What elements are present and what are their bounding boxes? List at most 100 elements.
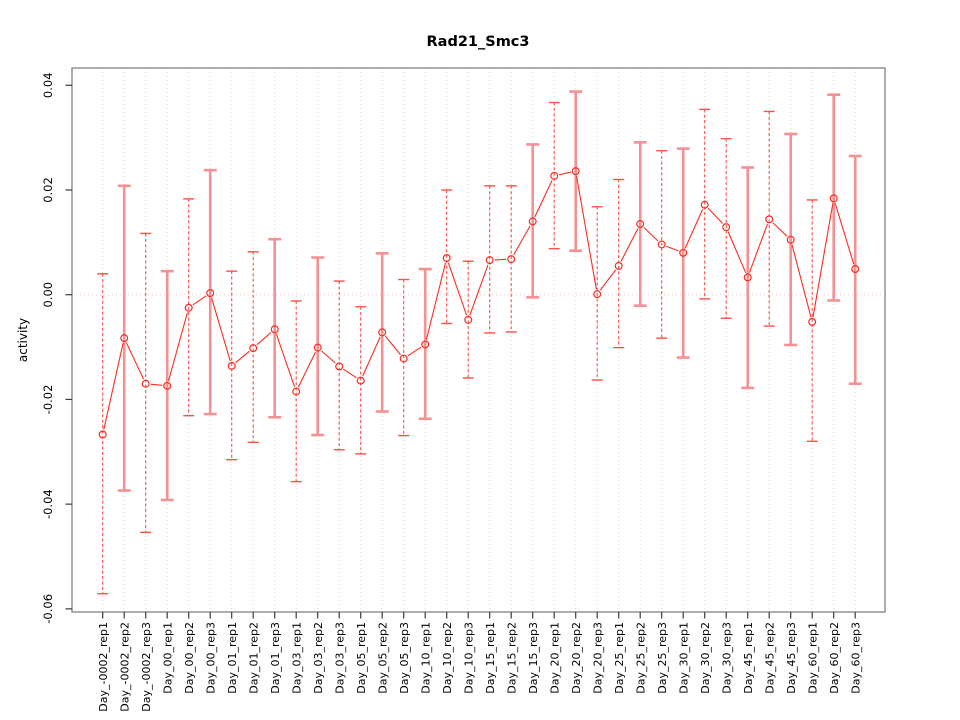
- data-point: [206, 289, 215, 298]
- x-tick-label: Day_01_rep2: [247, 622, 260, 694]
- data-point: [421, 340, 430, 349]
- data-point: [227, 361, 236, 370]
- x-tick-label: Day_30_rep2: [699, 622, 712, 694]
- x-tick-label: Day_25_rep2: [634, 622, 647, 694]
- series-segment: [275, 333, 296, 388]
- series-segment: [513, 225, 531, 256]
- series-segment: [599, 269, 617, 291]
- series-segment: [469, 264, 489, 316]
- series-segment: [167, 312, 188, 382]
- data-point: [120, 334, 129, 343]
- series-segment: [707, 207, 724, 224]
- x-tick-label: Day_20_rep2: [570, 622, 583, 694]
- series-segment: [103, 342, 124, 430]
- data-point: [378, 328, 387, 337]
- data-point: [163, 381, 172, 390]
- data-point: [550, 171, 559, 180]
- series-segment: [534, 180, 553, 218]
- data-point: [571, 167, 580, 176]
- data-point: [743, 273, 752, 282]
- y-tick-label: -0.02: [41, 385, 55, 415]
- y-axis-label: activity: [16, 318, 30, 362]
- x-tick-label: Day_30_rep3: [720, 622, 733, 694]
- series-segment: [666, 245, 679, 252]
- x-tick-label: Day_15_rep3: [527, 622, 540, 694]
- data-point: [335, 362, 344, 371]
- data-point: [399, 354, 408, 363]
- x-tick-label: Day_15_rep1: [484, 622, 497, 694]
- x-tick-label: Day_60_rep1: [806, 622, 819, 694]
- series-segment: [407, 346, 422, 357]
- x-tick-label: Day_01_rep3: [269, 622, 282, 694]
- series-segment: [834, 202, 855, 265]
- y-tick-label: -0.06: [41, 594, 55, 624]
- x-tick-label: Day_10_rep1: [419, 622, 432, 694]
- x-tick-label: Day_01_rep1: [226, 622, 239, 694]
- series-segment: [362, 336, 381, 377]
- series-segment: [211, 297, 231, 362]
- data-point: [356, 376, 365, 385]
- x-tick-label: Day_25_rep3: [656, 622, 669, 694]
- data-point: [700, 200, 709, 209]
- series-segment: [447, 262, 468, 316]
- series-segment: [494, 258, 507, 261]
- x-tick-label: Day_10_rep2: [441, 622, 454, 694]
- x-tick-label: Day_03_rep3: [333, 622, 346, 694]
- x-tick-label: Day_00_rep2: [183, 622, 196, 694]
- series-segment: [772, 222, 788, 237]
- series-segment: [321, 350, 336, 364]
- x-tick-label: Day_20_rep1: [548, 622, 561, 694]
- series-segment: [425, 262, 447, 340]
- x-tick-label: Day_45_rep3: [785, 622, 798, 694]
- series-segment: [576, 175, 597, 290]
- series-segment: [384, 335, 401, 356]
- x-tick-label: Day_00_rep3: [204, 622, 217, 694]
- x-tick-label: Day_03_rep2: [312, 622, 325, 694]
- data-point: [636, 220, 645, 229]
- x-tick-label: Day_03_rep1: [290, 622, 303, 694]
- x-tick-label: Day_25_rep1: [613, 622, 626, 694]
- x-tick-label: Day_45_rep1: [742, 622, 755, 694]
- series-segment: [558, 171, 571, 176]
- data-point: [485, 256, 494, 265]
- data-point: [679, 248, 688, 257]
- x-tick-label: Day_-0002_rep1: [97, 622, 110, 712]
- data-point: [593, 290, 602, 299]
- data-point: [528, 217, 537, 226]
- data-point: [270, 325, 279, 334]
- series-segment: [235, 350, 250, 364]
- data-point: [184, 303, 193, 312]
- x-tick-label: Day_60_rep2: [828, 622, 841, 694]
- plot-box: [71, 67, 886, 613]
- series-segment: [748, 223, 768, 273]
- series-segment: [812, 203, 834, 318]
- y-tick-label: 0.04: [41, 72, 55, 98]
- x-tick-label: Day_05_rep2: [376, 622, 389, 694]
- series-segment: [125, 342, 145, 380]
- x-tick-label: Day_30_rep1: [677, 622, 690, 694]
- x-tick-label: Day_15_rep2: [505, 622, 518, 694]
- x-tick-label: Day_20_rep3: [591, 622, 604, 694]
- y-tick-label: 0.00: [41, 282, 55, 308]
- data-point: [829, 194, 838, 203]
- x-tick-label: Day_-0002_rep3: [140, 622, 153, 712]
- x-tick-label: Day_10_rep3: [462, 622, 475, 694]
- series-segment: [684, 208, 704, 249]
- data-point: [808, 317, 817, 326]
- data-point: [722, 223, 731, 232]
- x-tick-label: Day_00_rep1: [161, 622, 174, 694]
- x-tick-label: Day_-0002_rep2: [118, 622, 131, 712]
- series-segment: [150, 383, 163, 386]
- series-segment: [297, 351, 316, 388]
- plot-area: 0.04 0.02 0.00 -0.02 -0.04 -0.06 Day_-0002_rep…: [41, 67, 886, 712]
- series-segment: [620, 228, 639, 262]
- x-tick-label: Day_45_rep2: [763, 622, 776, 694]
- data-point: [657, 240, 666, 249]
- data-point: [786, 235, 795, 244]
- y-tick-label: 0.02: [41, 177, 55, 203]
- series-segment: [192, 295, 207, 306]
- series-segment: [727, 231, 747, 274]
